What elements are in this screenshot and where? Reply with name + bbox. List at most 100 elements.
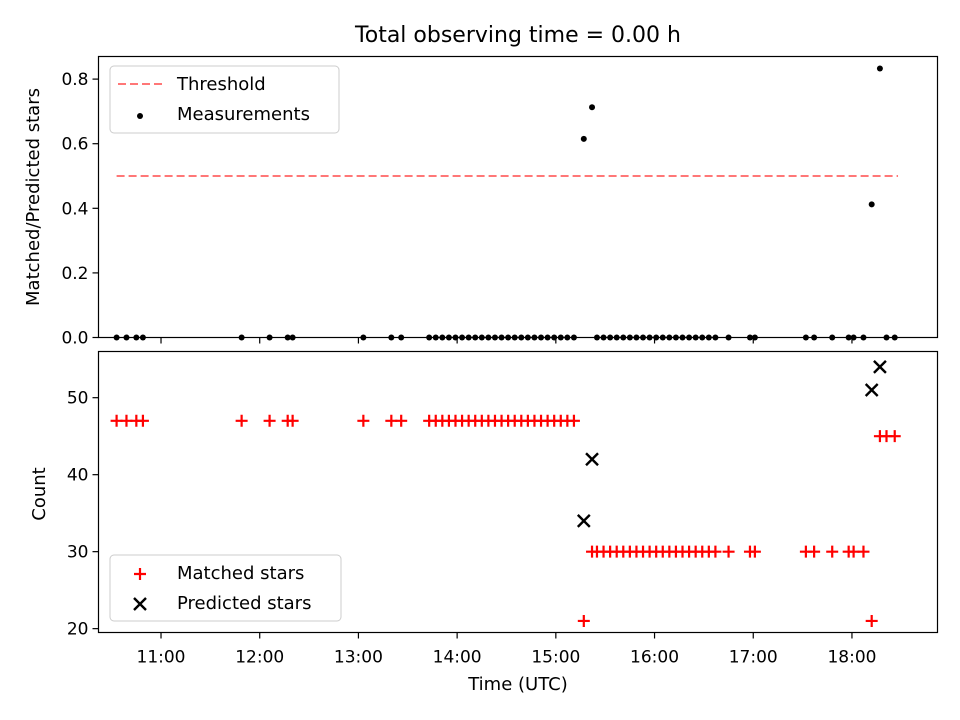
top-y-tick-label: 0.8 — [61, 70, 88, 90]
measurement-point — [491, 334, 498, 341]
measurement-point — [607, 334, 614, 341]
measurement-point — [123, 334, 130, 341]
bottom-x-tick-label: 15:00 — [531, 648, 580, 668]
bottom-y-tick-label: 20 — [67, 620, 89, 640]
measurement-point — [465, 334, 472, 341]
legend-matched-swatch — [134, 568, 146, 580]
predicted-star-point — [873, 360, 887, 374]
measurement-point — [633, 334, 640, 341]
measurement-point — [666, 334, 673, 341]
matched-star-point — [235, 414, 248, 427]
measurement-point — [883, 334, 890, 341]
predicted-star-point — [864, 383, 879, 397]
predicted-star-point — [576, 514, 591, 528]
legend-measurements-swatch — [137, 113, 143, 119]
measurement-point — [524, 334, 531, 341]
matched-star-point — [826, 545, 839, 558]
measurement-point — [868, 201, 875, 208]
measurement-point — [498, 334, 505, 341]
bottom-y-ticks: 20 30 40 50 — [67, 389, 99, 640]
measurement-point — [860, 334, 867, 341]
top-marks — [113, 65, 899, 341]
measurement-point — [531, 334, 538, 341]
measurement-point — [485, 334, 492, 341]
matched-star-point — [357, 414, 370, 427]
x-axis-label: Time (UTC) — [467, 674, 568, 695]
bottom-x-ticks: 11:00 12:00 13:00 14:00 15:00 16:00 17:00 18:00 — [137, 632, 876, 668]
measurement-point — [452, 334, 459, 341]
measurement-point — [538, 334, 545, 341]
measurement-point — [459, 334, 466, 341]
bottom-x-tick-label: 17:00 — [729, 648, 778, 668]
bottom-legend: Matched stars Predicted stars — [109, 554, 342, 622]
matched-star-point — [263, 414, 276, 427]
top-y-tick-label: 0.4 — [61, 199, 88, 219]
measurement-point — [398, 334, 405, 341]
legend-measurements-label: Measurements — [177, 104, 310, 125]
matched-star-point — [136, 414, 149, 427]
legend-matched-label: Matched stars — [177, 563, 304, 584]
top-y-ticks: 0.0 0.2 0.4 0.6 0.8 — [61, 70, 99, 349]
measurement-point — [289, 334, 296, 341]
figure-title: Total observing time = 0.00 h — [354, 23, 681, 48]
top-y-tick-label: 0.2 — [61, 264, 88, 284]
measurement-point — [751, 334, 758, 341]
measurement-point — [238, 334, 245, 341]
legend-predicted-swatch — [133, 597, 147, 611]
bottom-x-tick-label: 11:00 — [137, 648, 186, 668]
measurement-point — [564, 334, 571, 341]
measurement-point — [640, 334, 647, 341]
measurement-point — [686, 334, 693, 341]
bottom-y-tick-label: 40 — [67, 466, 89, 486]
measurement-point — [266, 334, 273, 341]
predicted-star-point — [585, 452, 599, 467]
measurement-point — [284, 334, 291, 341]
measurement-point — [653, 334, 660, 341]
measurement-point — [692, 334, 699, 341]
measurement-point — [439, 334, 446, 341]
bottom-legend-box — [109, 554, 342, 622]
bottom-marks — [110, 360, 901, 627]
top-y-tick-label: 0.0 — [61, 329, 88, 349]
measurement-point — [850, 334, 857, 341]
measurement-point — [699, 334, 706, 341]
matched-star-point — [808, 545, 821, 558]
bottom-y-tick-label: 50 — [67, 389, 89, 409]
measurement-point — [679, 334, 686, 341]
legend-threshold-label: Threshold — [176, 74, 266, 95]
bottom-x-tick-label: 18:00 — [827, 648, 876, 668]
matched-star-point — [857, 545, 870, 558]
measurement-point — [388, 334, 395, 341]
measurement-point — [360, 334, 367, 341]
measurement-point — [544, 334, 551, 341]
bottom-x-tick-label: 12:00 — [235, 648, 284, 668]
measurement-point — [593, 334, 600, 341]
measurement-point — [811, 334, 818, 341]
measurement-point — [646, 334, 653, 341]
measurement-point — [133, 334, 140, 341]
top-legend-box — [109, 65, 340, 134]
measurement-point — [613, 334, 620, 341]
measurement-point — [570, 334, 577, 341]
measurement-point — [139, 334, 146, 341]
measurement-point — [557, 334, 564, 341]
measurement-point — [505, 334, 512, 341]
measurement-point — [620, 334, 627, 341]
bottom-x-tick-label: 14:00 — [433, 648, 482, 668]
measurement-point — [829, 334, 836, 341]
measurement-point — [113, 334, 120, 341]
measurement-point — [725, 334, 732, 341]
measurement-point — [445, 334, 452, 341]
matched-star-point — [567, 414, 580, 427]
measurement-point — [478, 334, 485, 341]
measurement-point — [589, 104, 596, 111]
measurement-point — [432, 334, 439, 341]
measurement-point — [580, 135, 587, 142]
measurement-point — [511, 334, 518, 341]
top-legend: Threshold Measurements — [109, 65, 340, 134]
matched-star-point — [286, 414, 299, 427]
measurement-point — [802, 334, 809, 341]
matched-star-point — [888, 430, 901, 443]
